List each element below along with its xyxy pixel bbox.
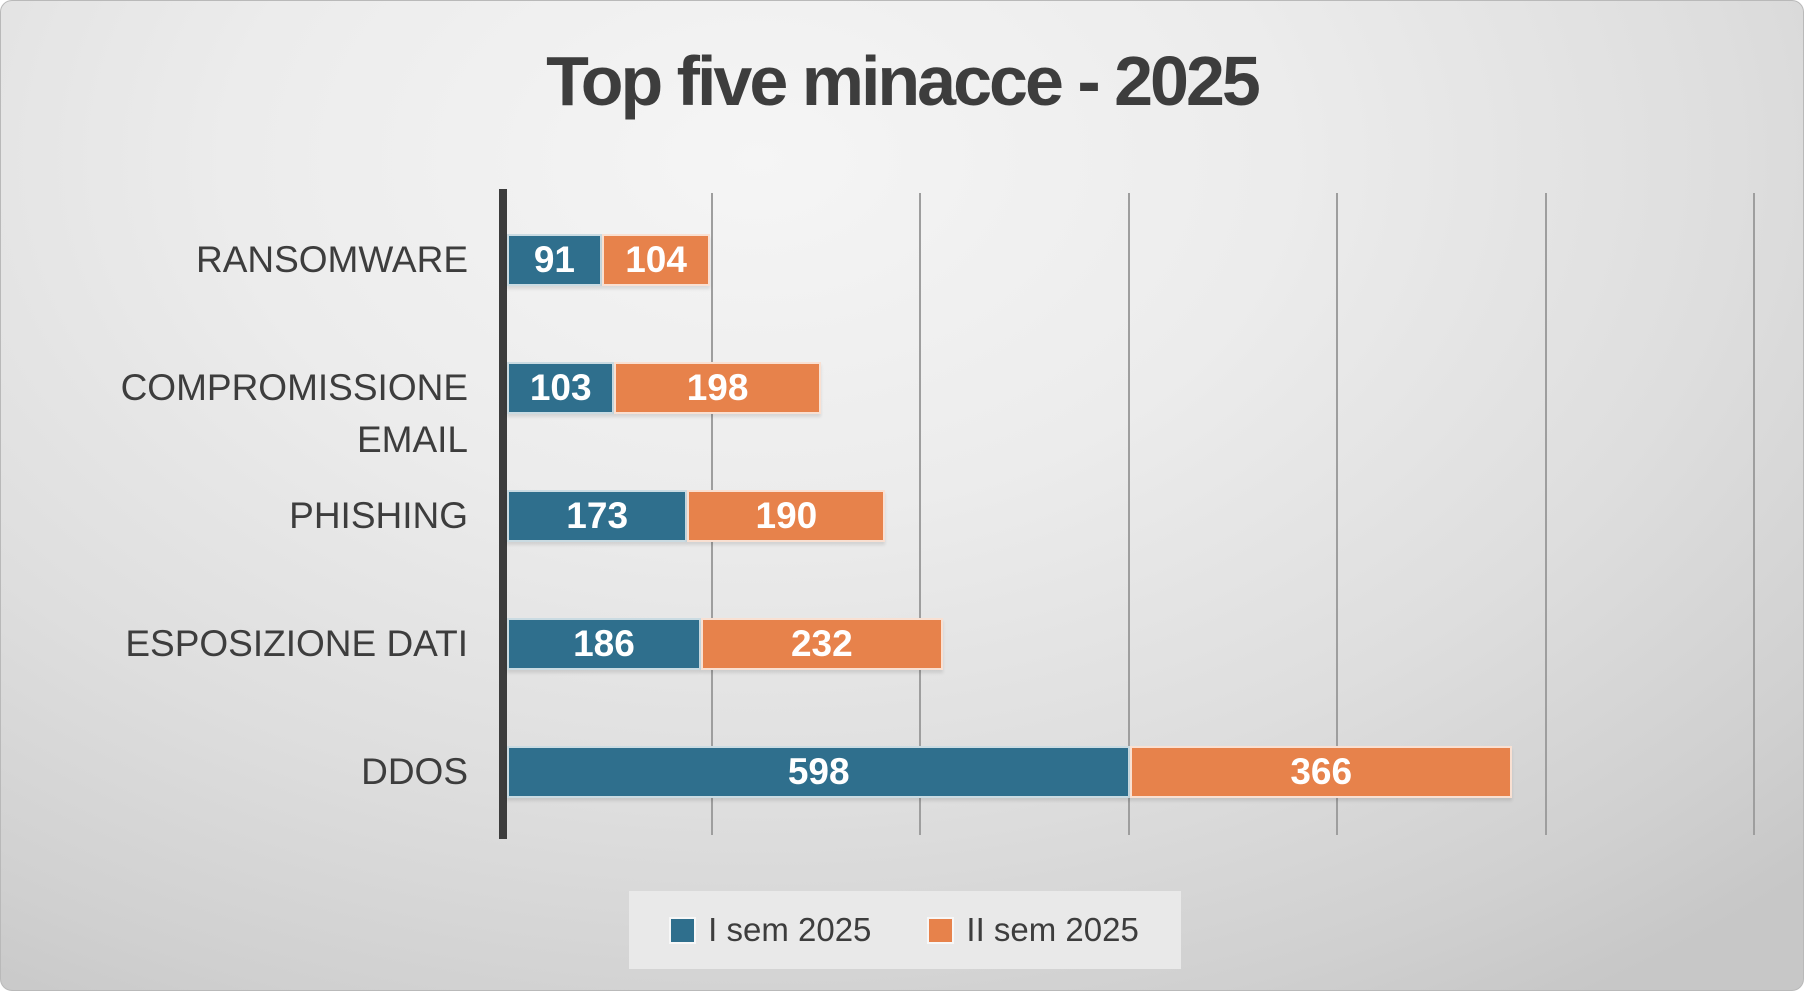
bar-segment-ii-sem-2025: 198: [614, 362, 821, 414]
category-axis-line: [499, 189, 507, 839]
stacked-bar: 91 104: [507, 234, 711, 286]
bar-segment-i-sem-2025: 91: [507, 234, 602, 286]
legend-item: I sem 2025: [671, 911, 871, 949]
category-label: RANSOMWARE: [195, 239, 468, 280]
bar-segment-ii-sem-2025: 232: [700, 618, 943, 670]
stacked-bar: 103 198: [507, 362, 821, 414]
bar-segment-i-sem-2025: 173: [507, 490, 688, 542]
bar-value-label: 190: [755, 495, 818, 536]
bar-value-label: 103: [529, 367, 592, 408]
bar-row: ESPOSIZIONE DATI 186 232: [1, 618, 1803, 670]
bar-segment-i-sem-2025: 186: [507, 618, 701, 670]
legend: I sem 2025 II sem 2025: [629, 891, 1181, 969]
legend-label: I sem 2025: [708, 911, 872, 948]
bar-segment-i-sem-2025: 103: [507, 362, 615, 414]
legend-swatch-icon: [929, 918, 953, 942]
gridline: [1753, 193, 1755, 835]
gridline: [1544, 193, 1547, 835]
stacked-bar: 173 190: [507, 490, 886, 542]
gridline: [1127, 193, 1130, 835]
category-label: DDOS: [361, 751, 468, 792]
bar-segment-ii-sem-2025: 190: [687, 490, 886, 542]
legend-item: II sem 2025: [929, 911, 1139, 949]
bar-row: DDOS 598 366: [1, 746, 1803, 798]
bar-value-label: 186: [573, 623, 635, 664]
category-label: ESPOSIZIONE DATI: [125, 623, 468, 664]
stacked-bar: 186 232: [507, 618, 943, 670]
bar-row: COMPROMISSIONE EMAIL 103 198: [1, 362, 1803, 460]
bar-segment-ii-sem-2025: 104: [601, 234, 711, 286]
bar-segment-i-sem-2025: 598: [507, 746, 1131, 798]
category-label: PHISHING: [289, 495, 468, 536]
gridline: [1336, 193, 1338, 835]
chart-title: Top five minacce - 2025: [546, 42, 1261, 120]
bar-segment-ii-sem-2025: 366: [1130, 746, 1512, 798]
bar-row: RANSOMWARE 91 104: [1, 234, 1803, 286]
bar-value-label: 104: [625, 239, 687, 280]
stacked-bar: 598 366: [507, 746, 1512, 798]
bar-value-label: 598: [787, 751, 850, 792]
gridline: [919, 193, 921, 835]
bar-value-label: 198: [686, 367, 749, 408]
bar-value-label: 173: [566, 495, 629, 536]
legend-swatch-icon: [671, 918, 695, 942]
bar-row: PHISHING 173 190: [1, 490, 1803, 542]
category-label: COMPROMISSIONE EMAIL: [120, 367, 468, 460]
legend-label: II sem 2025: [966, 911, 1139, 948]
bar-value-label: 91: [533, 239, 575, 280]
bar-value-label: 232: [790, 623, 853, 664]
bar-value-label: 366: [1290, 751, 1353, 792]
